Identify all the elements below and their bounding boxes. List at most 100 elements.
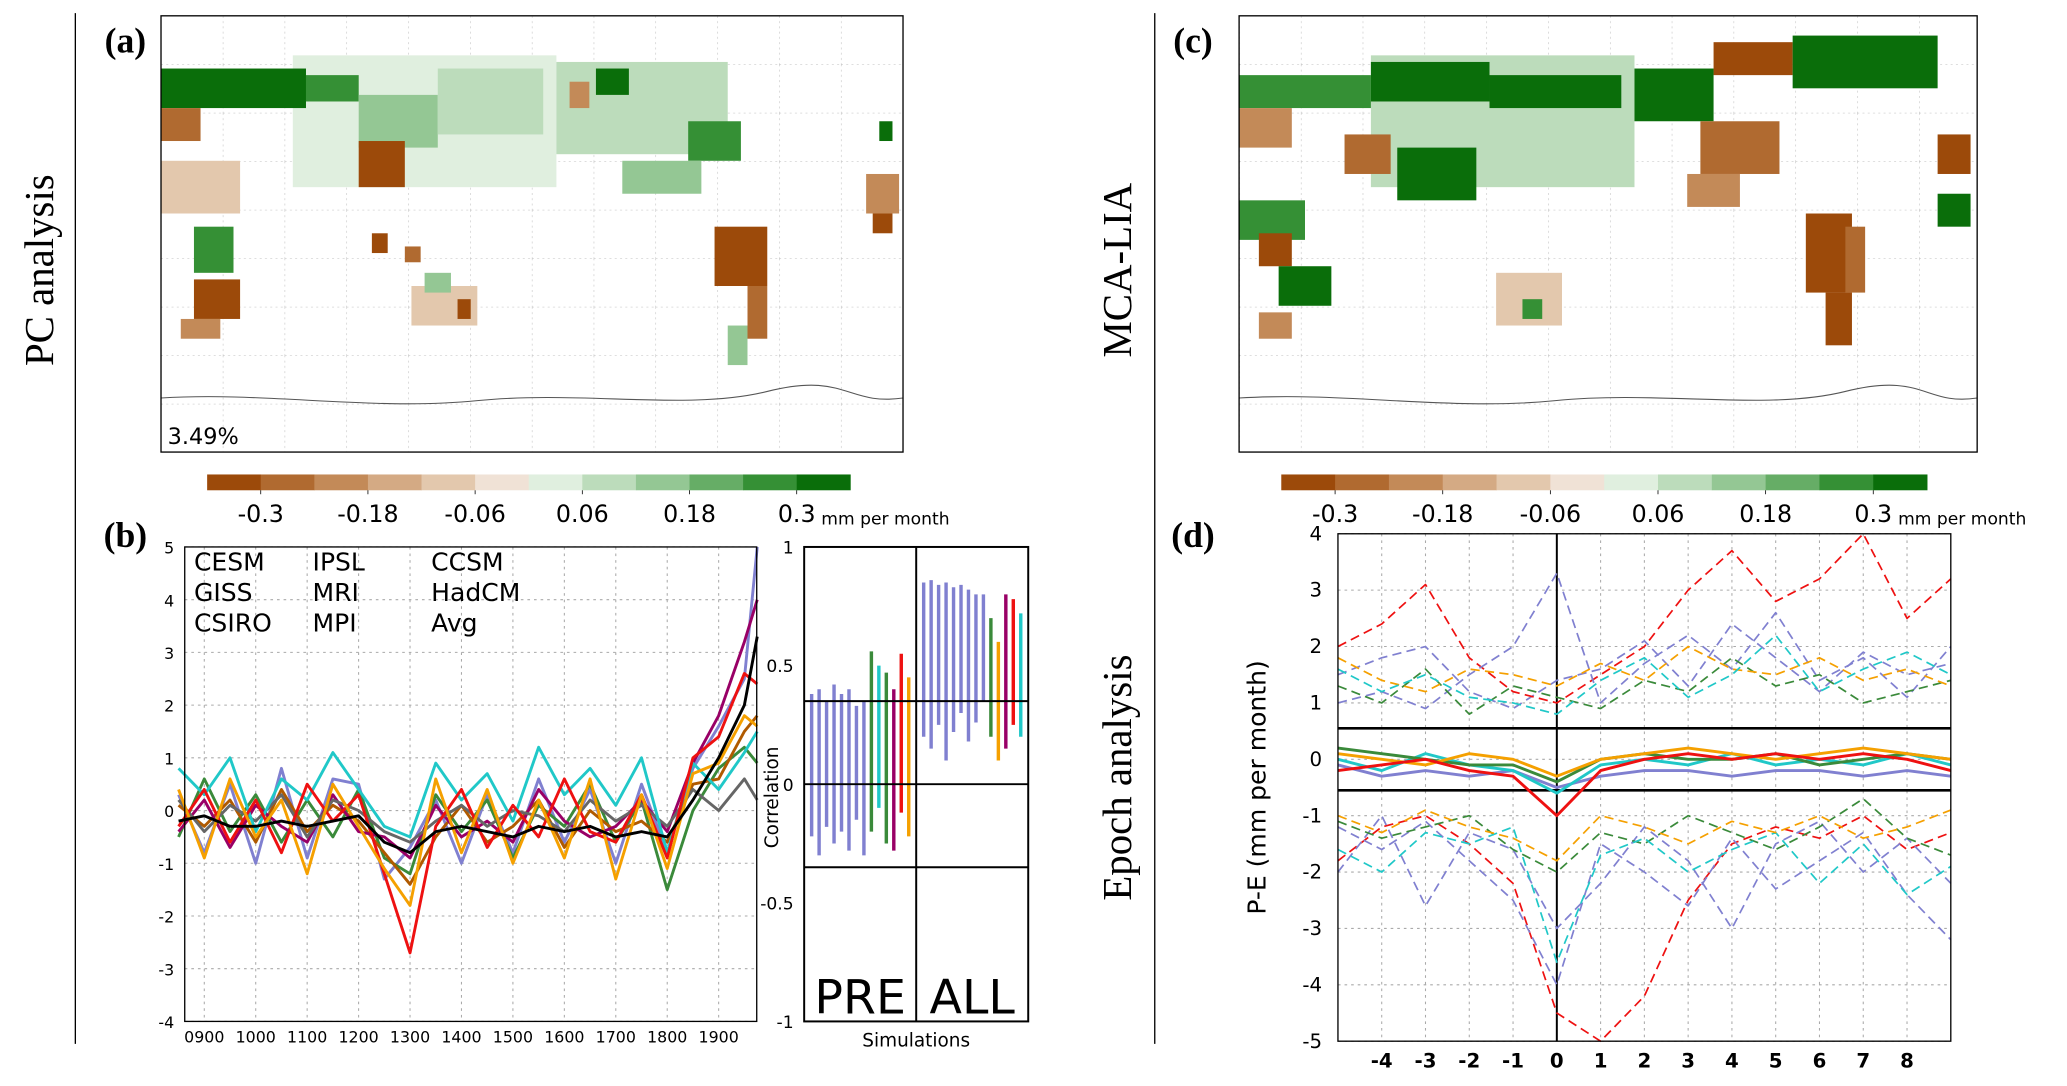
map-cell: [404, 246, 421, 263]
colorbar-tick-label: -0.3: [1312, 500, 1358, 528]
y-tick-label: -1: [158, 855, 174, 874]
y-tick-label: 0: [164, 802, 174, 821]
series-line: [1337, 763, 1951, 789]
x-tick-label: -4: [1371, 1050, 1393, 1073]
map-cell: [747, 285, 768, 339]
x-tick-label: 1900: [699, 1028, 739, 1047]
map-cell: [305, 75, 359, 102]
map-cell: [358, 141, 405, 188]
legend-entry: MPI: [313, 608, 357, 637]
x-tick-label: 1700: [596, 1028, 636, 1047]
legend-entry: CCSM: [431, 548, 503, 577]
map-cell: [371, 233, 388, 254]
legend-entry: GISS: [194, 578, 253, 607]
y-tick-label: 0.5: [766, 657, 793, 677]
y-tick-label: -2: [1302, 861, 1322, 884]
x-tick-label: 1500: [493, 1028, 533, 1047]
x-tick-label: 8: [1900, 1050, 1914, 1073]
map-cell: [727, 325, 748, 366]
colorbar-swatch: [689, 474, 744, 491]
map-cell: [161, 160, 241, 214]
x-tick-label: 5: [1769, 1050, 1783, 1073]
colorbar-swatch: [1442, 474, 1497, 491]
group-label: PRE: [814, 971, 906, 1026]
map-cell: [457, 299, 471, 319]
map-cell: [595, 68, 629, 95]
plot-frame: [1337, 533, 1952, 1042]
x-axis-label: Simulations: [862, 1030, 970, 1051]
colorbar-swatch: [635, 474, 690, 491]
map-cell: [879, 121, 893, 142]
map-cell: [161, 108, 201, 142]
series-line: [1337, 645, 1952, 693]
map-c: [1238, 15, 1978, 453]
y-tick-label: 1: [1310, 692, 1323, 715]
series-line: [1337, 797, 1952, 873]
colorbar-tick-label: -0.3: [238, 500, 284, 528]
map-cell: [1805, 213, 1852, 293]
x-tick-label: -3: [1415, 1050, 1437, 1073]
x-tick-label: 2: [1638, 1050, 1652, 1073]
x-tick-label: 1: [1594, 1050, 1608, 1073]
series-line: [1337, 572, 1952, 710]
map-cell: [358, 94, 438, 148]
map-cell: [872, 213, 893, 234]
plot-frame: [803, 545, 1030, 1023]
group-label: ALL: [930, 971, 1016, 1026]
colorbar-swatch: [367, 474, 422, 491]
colorbar-tick-label: -0.18: [337, 500, 398, 528]
colorbar-tick-label: 0.06: [1632, 500, 1685, 528]
y-tick-label: 0: [783, 776, 794, 796]
colorbar-swatch: [1281, 474, 1336, 491]
colorbar-swatch: [1711, 474, 1767, 491]
y-tick-label: -5: [1302, 1030, 1322, 1053]
map-cell: [1937, 193, 1971, 227]
panel-label: (d): [1171, 515, 1214, 555]
colorbar-swatch: [1765, 474, 1820, 491]
series-line: [1337, 634, 1952, 716]
colorbar-swatch: [1496, 474, 1551, 491]
colorbar-tick-label: 0.3: [1854, 500, 1892, 528]
y-tick-label: -4: [158, 1013, 174, 1032]
colorbar-swatch: [796, 474, 851, 491]
legend-entry: MRI: [313, 578, 359, 607]
legend-entry: CSIRO: [194, 608, 272, 637]
y-tick-label: -0.5: [760, 894, 793, 914]
map-cell: [424, 272, 451, 293]
series-line: [1337, 752, 1952, 818]
x-tick-label: -1: [1502, 1050, 1524, 1073]
x-tick-label: 1800: [647, 1028, 687, 1047]
map-cell: [193, 279, 241, 319]
series-line: [1337, 746, 1951, 778]
colorbar-swatch: [1388, 474, 1444, 491]
colorbar-tick-label: -0.06: [1520, 500, 1581, 528]
map-cell: [1258, 233, 1292, 267]
colorbar-swatch: [1657, 474, 1713, 491]
y-axis-label: P-E (mm per month): [1242, 660, 1271, 914]
map-cell: [1370, 61, 1490, 102]
side-label: PC analysis: [17, 174, 62, 366]
y-tick-label: -3: [158, 960, 174, 979]
colorbar-swatch: [207, 474, 262, 491]
side-label: MCA-LIA: [1095, 182, 1140, 357]
y-tick-label: 2: [164, 697, 174, 716]
map-cell: [1687, 173, 1740, 207]
map-cell: [1522, 299, 1543, 319]
colorbar-swatch: [1604, 474, 1659, 491]
map-a: [160, 15, 904, 453]
y-tick-label: 1: [164, 749, 174, 768]
colorbar-label: mm per month: [1898, 510, 2026, 530]
x-tick-label: 1100: [287, 1028, 327, 1047]
map-cell: [866, 173, 900, 214]
map-cell: [1239, 108, 1292, 148]
map-cell: [1239, 75, 1371, 109]
x-tick-label: 7: [1856, 1050, 1870, 1073]
map-cell: [1937, 134, 1971, 174]
colorbar-swatch: [314, 474, 369, 491]
panel-label: (c): [1173, 21, 1213, 61]
x-tick-label: 1200: [338, 1028, 378, 1047]
side-label: Epoch analysis: [1095, 655, 1140, 901]
